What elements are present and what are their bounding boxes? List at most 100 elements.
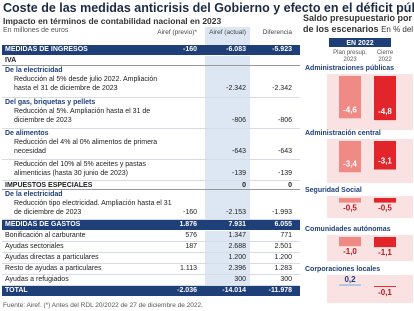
value-label: 0,2 [344, 275, 356, 284]
cell: -14.014 [222, 287, 246, 294]
row-label: De la electricidad [5, 67, 63, 74]
cell: 2.501 [274, 243, 292, 250]
cell: 576 [185, 232, 197, 239]
side-title: de los escenarios En % del [303, 24, 413, 34]
group-label: Seguridad Social [305, 187, 362, 194]
subtitle: Impacto en términos de contabilidad naci… [3, 16, 222, 26]
value-label: -4,8 [378, 107, 392, 116]
bar [339, 284, 361, 286]
bar [374, 141, 396, 170]
value-label: -0,1 [378, 288, 392, 297]
table-row: Bonificación al carburante 576 1.347 771 [2, 231, 300, 242]
cell: 1.200 [228, 254, 246, 261]
title: Coste de las medidas anticrisis del Gobi… [3, 1, 414, 15]
column-header: Airef (actual) [209, 29, 246, 36]
cell: -2.342 [272, 85, 292, 92]
cell: 0 [288, 182, 292, 189]
table-row: Reducción del 4% al 0% alimentos de prim… [2, 138, 300, 160]
table-row: MEDIDAS DE GASTOS 1.876 7.931 6.055 [2, 220, 300, 231]
bar [339, 76, 361, 119]
period: EN 2022 [346, 40, 373, 47]
row-label: IMPUESTOS ESPECIALES [5, 182, 93, 189]
units: En millones de euros [3, 27, 69, 34]
footer: Fuente: Airef. (*) Antes del RDL 20/2022… [3, 302, 203, 309]
row-label: Reducción al 5%. Ampliación hasta el 31 … [14, 108, 151, 124]
table-row: Resto de ayudas a particulares 1.113 2.396… [2, 264, 300, 275]
row-label: De la electricidad [5, 191, 63, 198]
cell: -2.153 [226, 209, 246, 216]
column-header: Cierre 2022 [377, 50, 394, 63]
row-label: MEDIDAS DE GASTOS [5, 221, 81, 228]
table-row: Reducción tipo electricidad. Ampliación … [2, 199, 300, 220]
bar [339, 141, 361, 173]
group-label: Administraciones públicas [305, 65, 394, 72]
cell: -139 [231, 170, 246, 177]
value-label: -0,5 [343, 204, 357, 213]
bar [339, 198, 361, 203]
group-panel [327, 275, 413, 303]
table-row: Del gas, briquetas y pellets [2, 98, 300, 107]
side-units: En % del [381, 25, 414, 34]
side-chart: EN 2022 Plan presup. 2023 Cierre 2022 Adminis… [305, 38, 413, 303]
table-row: Reducción del 10% al 5% aceites y pastas… [2, 160, 300, 181]
cell: -2.036 [177, 287, 197, 294]
table-row: IMPUESTOS ESPECIALES 0 0 [2, 181, 300, 190]
value-label: -1,1 [378, 248, 392, 257]
cell: -643 [231, 148, 246, 155]
cell: 2.396 [228, 265, 246, 272]
cell: -139 [277, 170, 292, 177]
table-row: Ayudas sectoriales 187 2.688 2.501 [2, 242, 300, 253]
value-label: -0,5 [378, 204, 392, 213]
group-label: Comunidades autónomas [305, 226, 391, 233]
cell: 1.347 [228, 232, 246, 239]
table-row: Reducción al 5% desde julio 2022. Amplia… [2, 75, 300, 98]
bar [374, 237, 396, 248]
value-label: -3,4 [343, 159, 357, 168]
cell: 1.283 [274, 265, 292, 272]
cell: 7.931 [228, 221, 246, 228]
cell: -643 [277, 148, 292, 155]
value-label: -4,6 [343, 105, 357, 114]
value-label: -1,0 [343, 247, 357, 256]
row-label: Reducción tipo electricidad. Ampliación … [14, 200, 172, 216]
table-row: TOTAL -2.036 -14.014 -11.978 [2, 286, 300, 297]
row-label: Reducción al 5% desde julio 2022. Amplia… [14, 76, 158, 92]
cell: 300 [280, 276, 292, 283]
cell: 1.113 [180, 265, 197, 272]
row-label: Reducción del 10% al 5% aceites y pastas… [14, 161, 146, 177]
row-label: Reducción del 4% al 0% alimentos de prim… [14, 139, 158, 155]
table-row: De alimentos [2, 129, 300, 138]
row-label: IVA [5, 57, 17, 64]
row-label: Ayudas directas a particulares [5, 254, 99, 261]
table-row: Ayudas a refugiados 300 300 [2, 275, 300, 286]
table-row: De la electricidad [2, 190, 300, 199]
cell: -6.083 [226, 46, 246, 53]
cell: 6.055 [274, 221, 292, 228]
row-label: TOTAL [5, 287, 28, 294]
bar [374, 76, 396, 121]
cell: -806 [231, 117, 246, 124]
cell: -1.993 [272, 209, 292, 216]
column-header: Plan presup. 2023 [333, 50, 367, 63]
table-row: MEDIDAS DE INGRESOS -160 -6.083 -5.923 [2, 45, 300, 56]
row-label: Bonificación al carburante [5, 232, 86, 239]
side-title: Saldo presupuestario por [303, 13, 413, 23]
cell: 1.876 [179, 221, 197, 228]
row-label: Ayudas a refugiados [5, 276, 69, 283]
period-box [329, 38, 391, 47]
cell: 2.688 [228, 243, 246, 250]
cell: -5.923 [272, 46, 292, 53]
cell: 187 [185, 243, 197, 250]
table-row: De la electricidad [2, 66, 300, 75]
cell: 300 [234, 276, 246, 283]
row-label: De alimentos [5, 130, 49, 137]
side-title2: de los escenarios [303, 24, 379, 34]
column-header: Airef (previo)* [157, 29, 197, 36]
cell: 771 [280, 232, 292, 239]
cell: 1.200 [274, 254, 292, 261]
table-row: Ayudas directas a particulares 1.200 1.200 [2, 253, 300, 264]
bar [374, 286, 396, 287]
bar [339, 237, 361, 247]
group-label: Administración central [305, 130, 381, 137]
